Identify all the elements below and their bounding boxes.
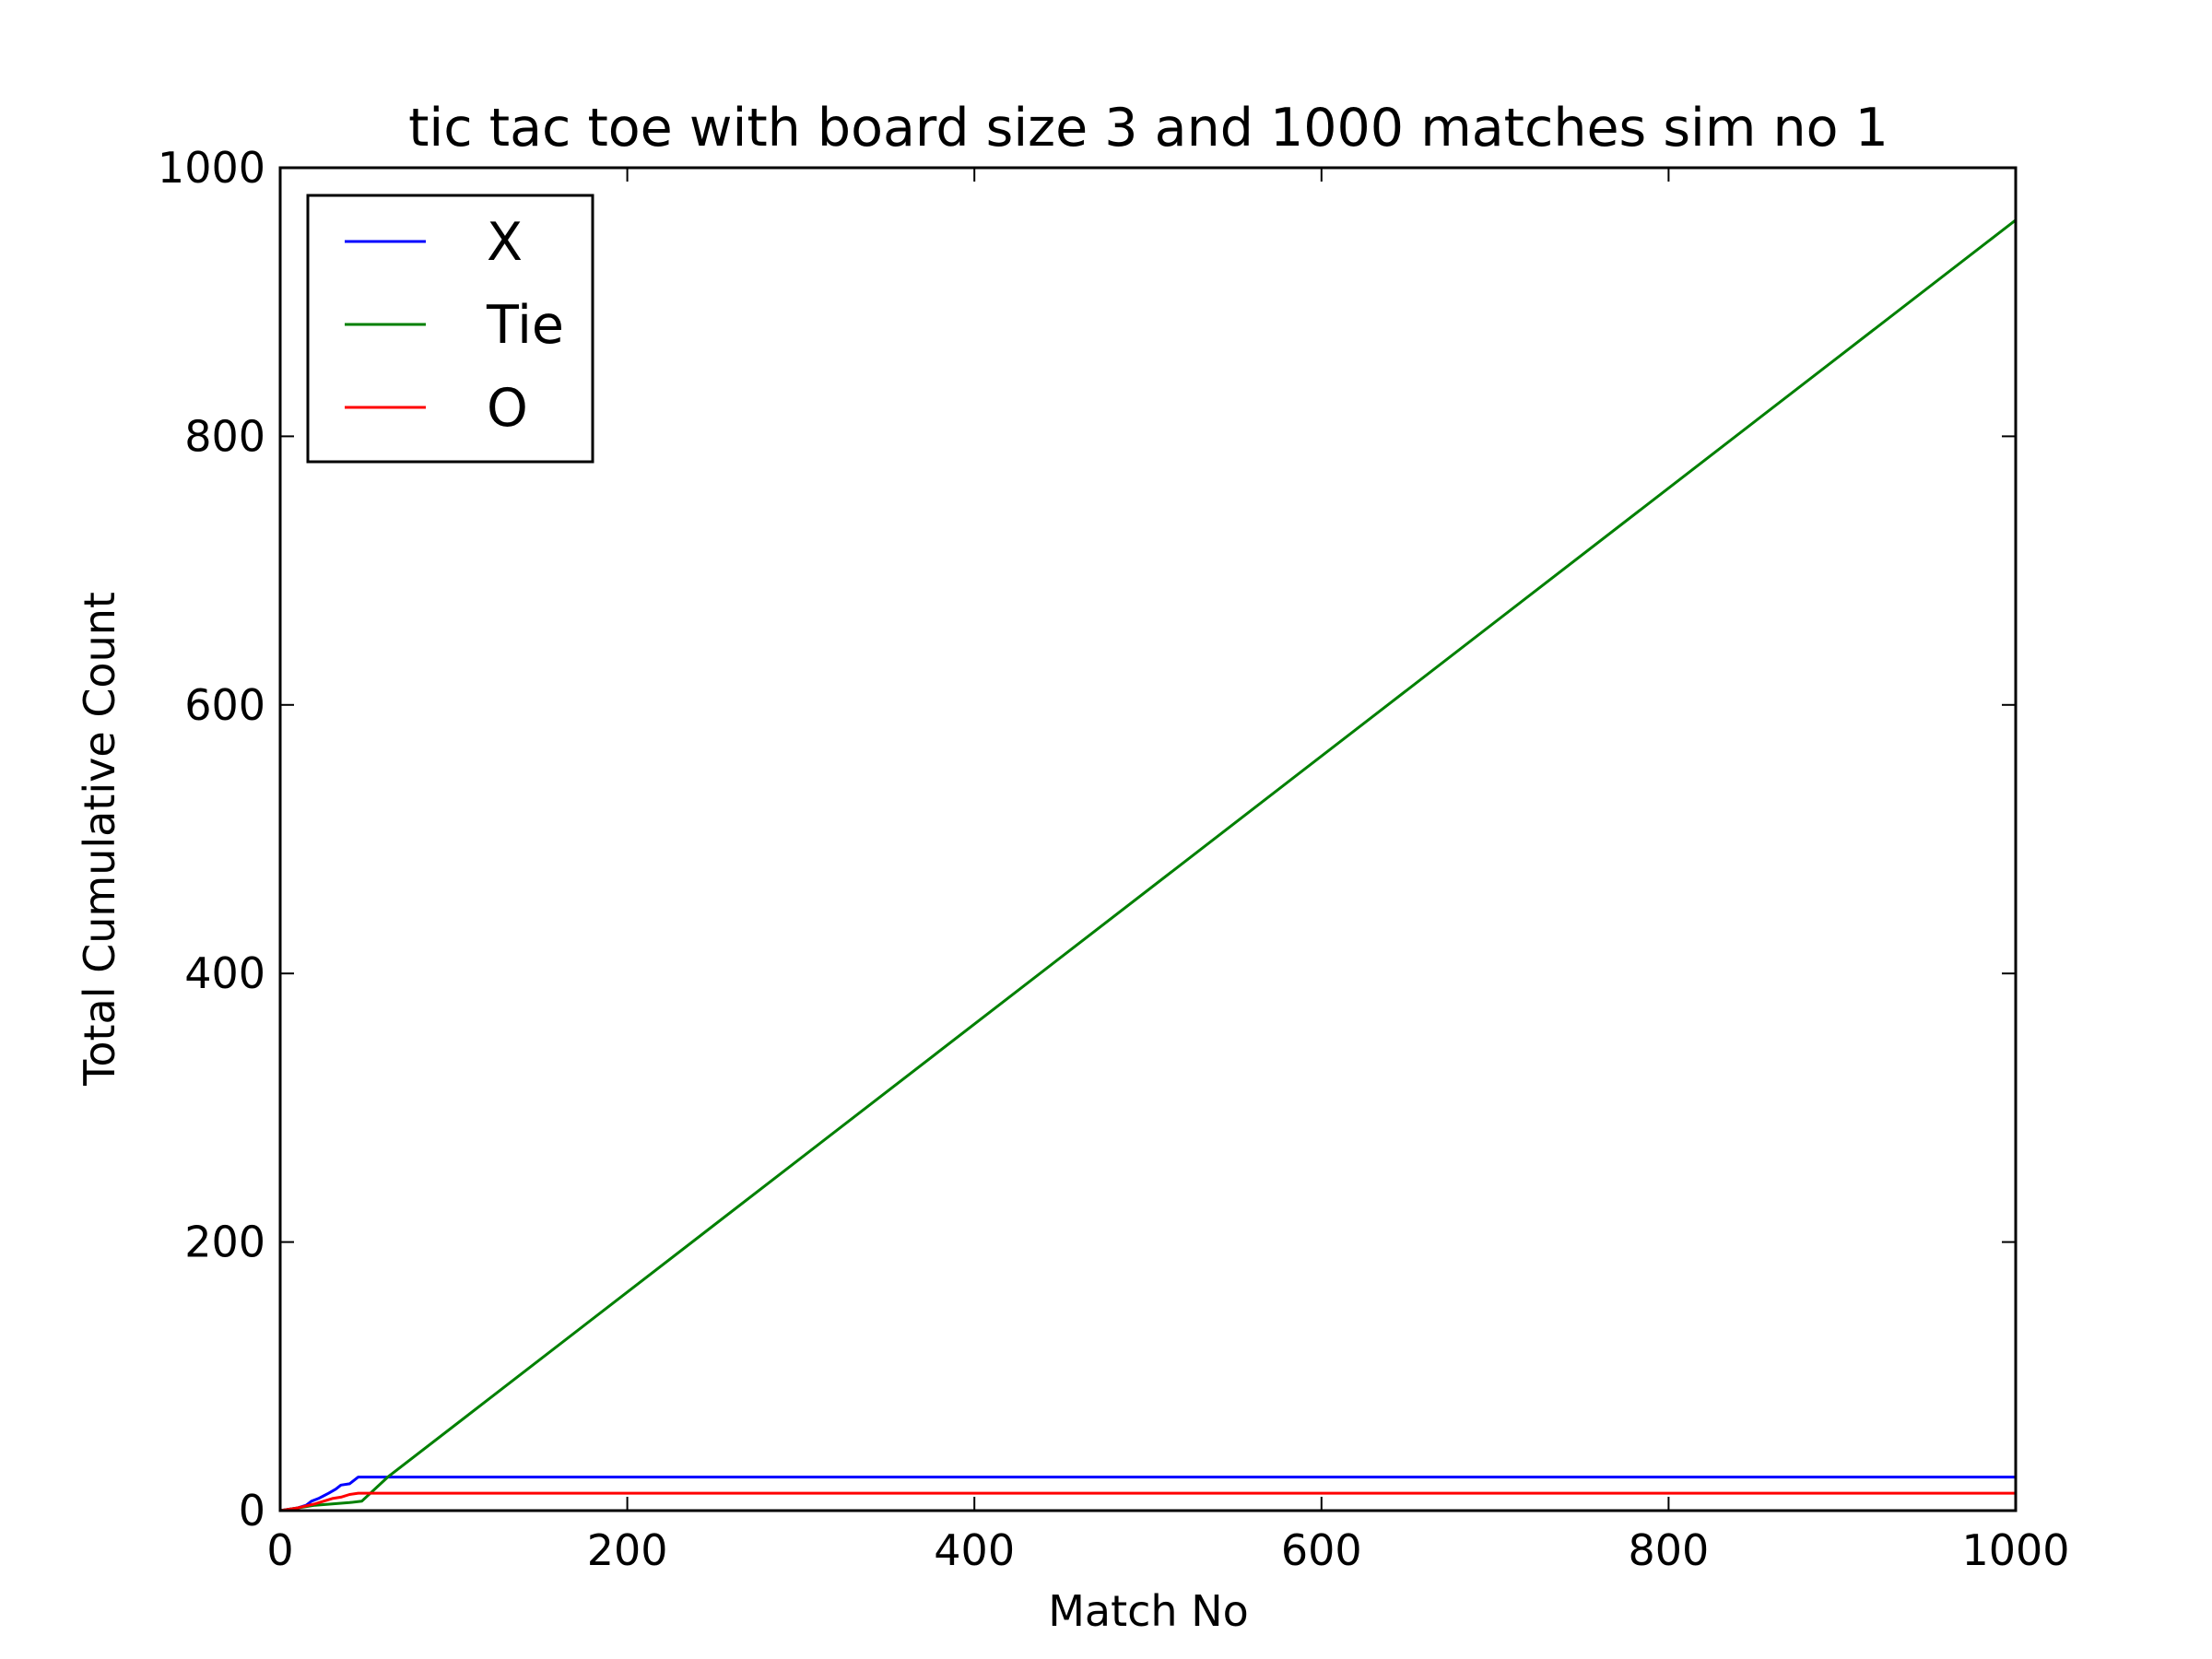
ticks-layer: 0 200 400 600 800 1000 0 200 400 600 800 1000 <box>158 143 2070 1575</box>
chart-title: tic tac toe with board size 3 and 1000 m… <box>408 98 1888 159</box>
series-layer <box>279 218 2017 1512</box>
legend-box <box>306 194 594 464</box>
y-tick-label: 200 <box>184 1218 265 1267</box>
x-tick-label: 200 <box>587 1525 668 1575</box>
x-tick-label: 400 <box>934 1525 1015 1575</box>
y-tick-label: 0 <box>239 1486 265 1535</box>
legend-label-o: O <box>487 378 528 439</box>
y-tick-label: 800 <box>184 411 265 461</box>
y-tick-label: 1000 <box>158 143 265 193</box>
series-line-o <box>279 1491 2016 1512</box>
legend-label-x: X <box>487 212 523 273</box>
y-axis-label: Total Cumulative Count <box>75 592 124 1087</box>
x-tick-label: 800 <box>1628 1525 1709 1575</box>
x-tick-label: 0 <box>266 1525 293 1575</box>
x-axis-label: Match No <box>1048 1586 1249 1636</box>
legend: X Tie O <box>306 194 594 464</box>
y-tick-label: 600 <box>184 680 265 730</box>
y-tick-label: 400 <box>184 948 265 998</box>
x-tick-label: 600 <box>1281 1525 1362 1575</box>
x-tick-label: 1000 <box>1961 1525 2069 1575</box>
legend-label-tie: Tie <box>486 295 564 356</box>
plot-frame <box>278 166 2018 1512</box>
